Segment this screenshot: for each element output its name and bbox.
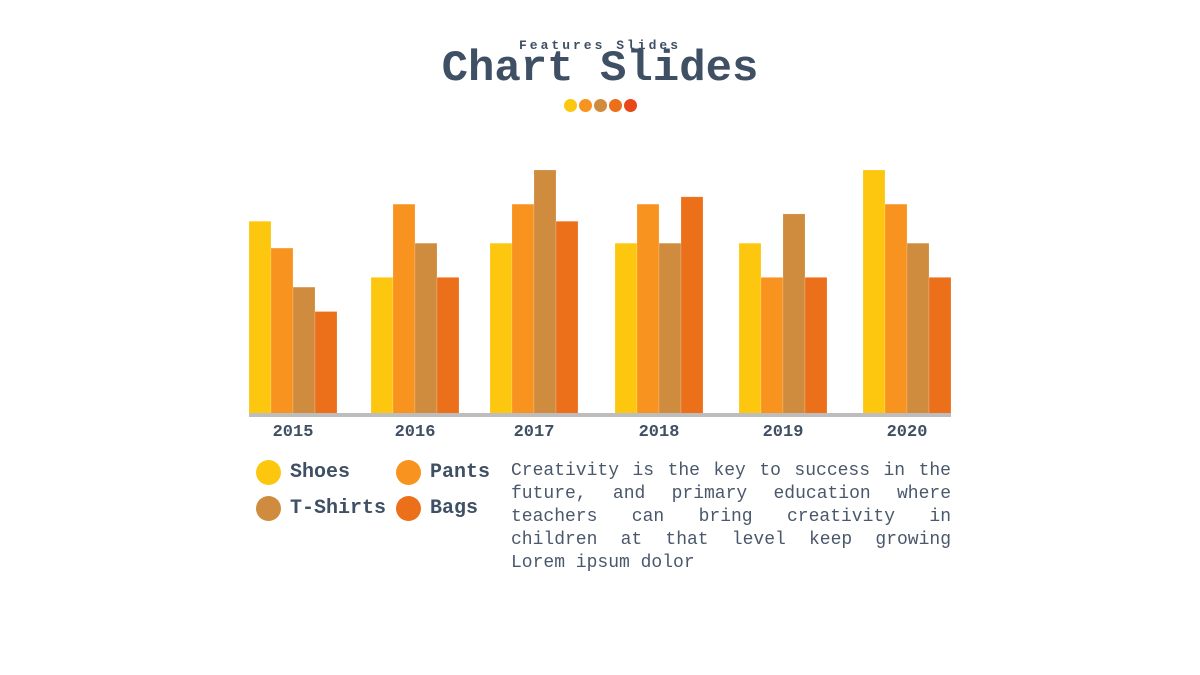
slide-title: Chart Slides [441,44,759,94]
chart-legend: Shoes Pants T-Shirts Bags [256,459,506,521]
slide-subtitle: Features Slides [518,38,682,53]
bar-pants-2020 [884,203,908,415]
legend-item-bags: Bags [396,495,506,521]
bar-tshirts-2019 [782,213,806,415]
legend-item-pants: Pants [396,459,506,485]
legend-item-tshirts: T-Shirts [256,495,396,521]
bar-pants-2016 [392,203,416,415]
legend-item-shoes: Shoes [256,459,396,485]
bar-tshirts-2016 [414,242,438,415]
bar-pants-2019 [760,277,784,415]
bar-chart: 2015 2016 2017 2018 2019 2020 [248,169,952,442]
x-tick-label: 2015 [273,423,314,442]
bar-bags-2019 [804,277,828,415]
bar-bags-2020 [928,277,952,415]
legend-label: Pants [430,460,491,484]
legend-swatch [256,459,281,485]
decorative-dots [0,99,1200,112]
bar-pants-2017 [511,203,535,415]
bar-tshirts-2015 [292,286,316,415]
dot-4 [608,99,622,112]
x-tick-label: 2020 [887,423,928,442]
x-tick-label: 2018 [639,423,680,442]
bar-bags-2017 [555,220,579,415]
bar-shoes-2020 [862,169,886,415]
legend-label: Bags [430,496,479,520]
bar-shoes-2016 [370,277,394,415]
description-text: Creativity is the key to success in the … [511,461,951,573]
x-tick-label: 2016 [395,423,436,442]
dot-3 [593,99,607,112]
bar-tshirts-2018 [658,242,682,415]
bar-shoes-2019 [738,242,762,415]
x-axis-line [249,413,951,417]
legend-swatch [396,495,421,521]
dot-5 [623,99,637,112]
legend-label: T-Shirts [290,496,387,520]
dot-1 [563,99,577,112]
x-tick-label: 2017 [514,423,555,442]
bar-bags-2018 [680,196,704,415]
bar-pants-2018 [636,203,660,415]
bar-pants-2015 [270,247,294,415]
x-tick-label: 2019 [763,423,804,442]
bar-shoes-2015 [248,220,272,415]
bar-shoes-2017 [489,242,513,415]
legend-swatch [256,495,281,521]
dot-2 [578,99,592,112]
bar-bags-2016 [436,277,460,415]
legend-swatch [396,459,421,485]
bar-shoes-2018 [614,242,638,415]
bar-tshirts-2017 [533,169,557,415]
bar-bags-2015 [314,311,338,415]
legend-label: Shoes [290,460,351,484]
bar-tshirts-2020 [906,242,930,415]
